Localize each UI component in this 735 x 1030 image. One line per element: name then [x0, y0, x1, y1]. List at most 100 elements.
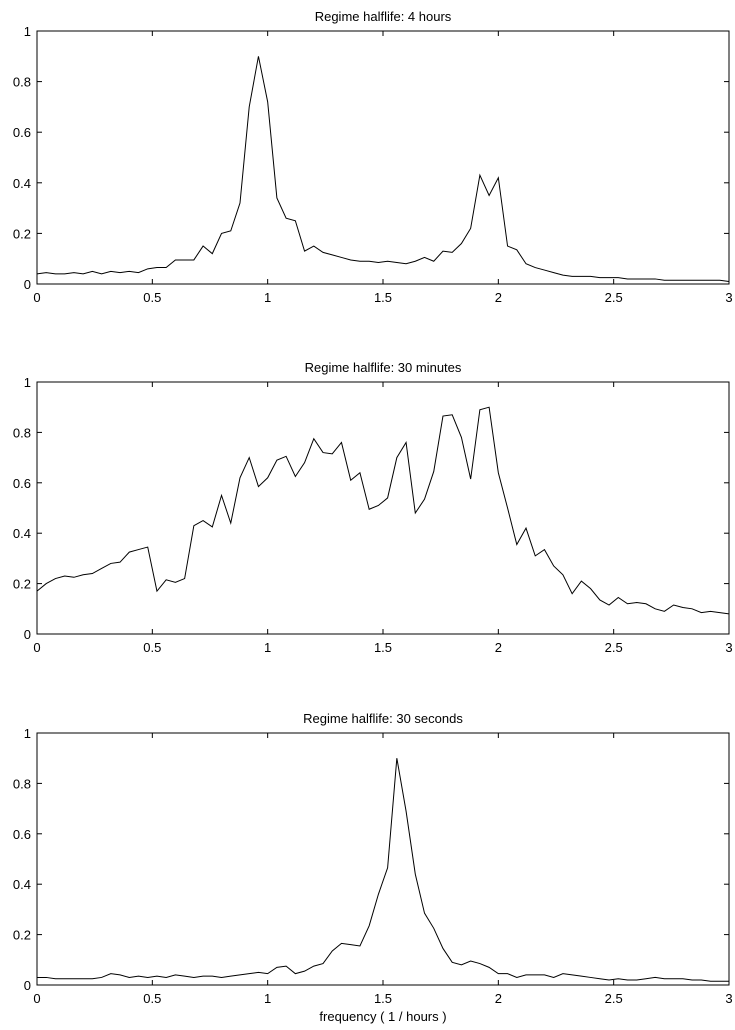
data-point — [691, 979, 692, 980]
data-point — [433, 261, 434, 262]
data-point — [599, 978, 600, 979]
data-point — [405, 442, 406, 443]
data-point — [322, 252, 323, 253]
data-point — [470, 228, 471, 229]
data-point — [101, 273, 102, 274]
data-point — [286, 218, 287, 219]
data-point — [405, 263, 406, 264]
chart-panel-1: Regime halflife: 4 hours 0 0.5 1 1.5 2 2.5 3 0 0.… — [13, 9, 733, 305]
data-point — [350, 259, 351, 260]
data-point — [396, 758, 397, 759]
data-point — [267, 101, 268, 102]
data-point — [572, 276, 573, 277]
data-point — [350, 944, 351, 945]
data-point — [166, 579, 167, 580]
data-point — [184, 976, 185, 977]
data-point — [645, 603, 646, 604]
data-point — [728, 281, 729, 282]
data-point — [138, 976, 139, 977]
data-point — [276, 967, 277, 968]
data-point — [719, 612, 720, 613]
data-point — [92, 573, 93, 574]
data-point — [489, 967, 490, 968]
data-point — [627, 979, 628, 980]
y-tick-label: 0.4 — [13, 526, 31, 541]
data-point — [544, 974, 545, 975]
data-point — [258, 56, 259, 57]
data-point — [332, 254, 333, 255]
data-point — [119, 974, 120, 975]
data-point — [184, 578, 185, 579]
x-tick-label: 3 — [725, 640, 732, 655]
data-point — [202, 245, 203, 246]
data-point — [461, 437, 462, 438]
x-tick-label: 0 — [33, 290, 40, 305]
data-point — [470, 478, 471, 479]
data-point — [636, 602, 637, 603]
data-point — [525, 263, 526, 264]
data-point — [212, 253, 213, 254]
data-point — [156, 267, 157, 268]
data-point — [498, 973, 499, 974]
data-point — [405, 811, 406, 812]
data-point — [119, 272, 120, 273]
chart-panel-2: Regime halflife: 30 minutes 0 0.5 1 1.5 2 2.5 3… — [13, 360, 733, 655]
data-point — [498, 472, 499, 473]
data-point — [276, 460, 277, 461]
x-tick-label: 2.5 — [605, 640, 623, 655]
y-tick-label: 0.8 — [13, 75, 31, 90]
data-point — [553, 565, 554, 566]
data-point — [110, 563, 111, 564]
data-point — [249, 106, 250, 107]
y-tick-label: 0.2 — [13, 928, 31, 943]
data-point — [193, 259, 194, 260]
data-point — [525, 528, 526, 529]
data-point — [350, 480, 351, 481]
x-tick-label: 0.5 — [143, 991, 161, 1006]
data-point — [452, 962, 453, 963]
data-point — [442, 415, 443, 416]
data-point — [332, 453, 333, 454]
data-point — [46, 583, 47, 584]
data-point — [193, 525, 194, 526]
y-tick-label: 0.4 — [13, 176, 31, 191]
x-tick-label: 2 — [495, 290, 502, 305]
x-tick-label: 1 — [264, 991, 271, 1006]
y-tick-label: 0.6 — [13, 125, 31, 140]
data-point — [36, 977, 37, 978]
y-tick-label: 0.6 — [13, 827, 31, 842]
data-point — [608, 979, 609, 980]
data-point — [479, 963, 480, 964]
data-point — [166, 267, 167, 268]
data-point — [516, 544, 517, 545]
data-point — [101, 568, 102, 569]
data-point — [701, 612, 702, 613]
data-point — [415, 261, 416, 262]
data-point — [396, 457, 397, 458]
data-point — [691, 280, 692, 281]
data-point — [267, 973, 268, 974]
data-point — [101, 977, 102, 978]
data-point — [110, 973, 111, 974]
data-point — [230, 230, 231, 231]
data-point — [55, 978, 56, 979]
x-tick-label: 1 — [264, 640, 271, 655]
data-point — [369, 509, 370, 510]
data-point — [202, 976, 203, 977]
data-point — [313, 966, 314, 967]
data-point — [129, 552, 130, 553]
data-point — [147, 977, 148, 978]
data-point — [608, 604, 609, 605]
data-point — [645, 978, 646, 979]
data-point — [507, 973, 508, 974]
data-point — [655, 608, 656, 609]
data-point — [562, 574, 563, 575]
data-point — [489, 195, 490, 196]
data-point — [442, 251, 443, 252]
y-tick-label: 1 — [24, 24, 31, 39]
data-point — [590, 588, 591, 589]
data-point — [682, 978, 683, 979]
y-tick-label: 0.6 — [13, 476, 31, 491]
data-point — [276, 197, 277, 198]
